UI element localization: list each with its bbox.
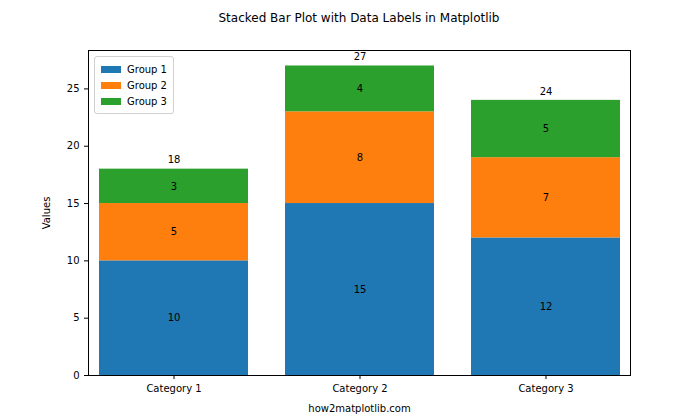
svg-text:Category 1: Category 1 [146,383,201,394]
svg-text:5: 5 [171,226,177,237]
svg-text:Category 2: Category 2 [332,383,387,394]
svg-text:12: 12 [540,301,553,312]
svg-text:27: 27 [354,51,367,62]
svg-text:4: 4 [357,83,363,94]
svg-text:10: 10 [67,255,80,266]
svg-text:10: 10 [168,312,181,323]
html-text:Group 2: Group 2 [127,79,167,91]
svg-text:8: 8 [357,152,363,163]
svg-text:24: 24 [540,86,553,97]
svg-text:5: 5 [73,312,79,323]
svg-text:20: 20 [67,140,80,151]
svg-text:15: 15 [354,284,367,295]
svg-text:25: 25 [67,83,80,94]
svg-text:15: 15 [67,198,80,209]
html-text:Group 3: Group 3 [127,95,167,107]
svg-text:how2matplotlib.com: how2matplotlib.com [308,403,410,414]
svg-text:5: 5 [543,123,549,134]
svg-text:18: 18 [168,154,181,165]
html-text:Stacked Bar Plot with Data Lab: Stacked Bar Plot with Data Labels in Mat… [218,11,500,25]
svg-text:Values: Values [41,197,52,230]
svg-text:7: 7 [543,192,549,203]
html-text:Group 1: Group 1 [127,63,167,75]
svg-text:0: 0 [73,370,79,381]
svg-text:Category 3: Category 3 [518,383,573,394]
svg-text:3: 3 [171,181,177,192]
